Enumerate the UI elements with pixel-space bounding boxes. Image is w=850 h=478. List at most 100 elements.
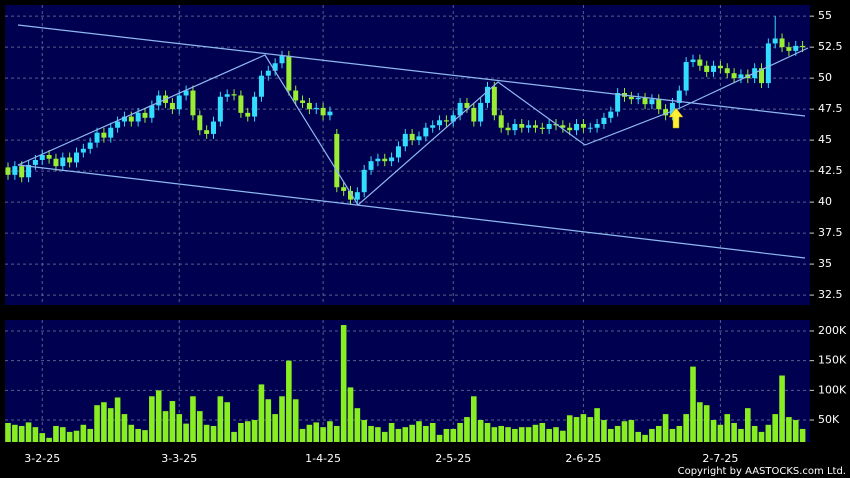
volume-bar: [313, 422, 320, 442]
credit: Copyright by AASTOCKS.com Ltd.: [678, 466, 846, 477]
candle-body: [437, 120, 443, 126]
volume-bar: [772, 414, 778, 442]
candle-body: [108, 127, 114, 138]
candle-body: [183, 90, 189, 96]
candle-body: [539, 127, 545, 129]
candle-body: [334, 133, 340, 188]
volume-bar: [676, 425, 683, 442]
candle-body: [197, 115, 203, 131]
volume-bar: [539, 423, 546, 442]
candle-body: [368, 161, 374, 170]
candle-body: [115, 121, 121, 128]
volume-bar: [107, 408, 114, 442]
volume-bar: [224, 402, 230, 442]
candle-body: [423, 127, 429, 137]
volume-bar: [53, 425, 59, 442]
volume-bar: [642, 434, 648, 442]
upper-channel-line: [17, 24, 806, 117]
candle-body: [224, 94, 230, 97]
volume-bar: [765, 424, 772, 442]
candle-body: [690, 59, 696, 63]
volume-bar: [340, 325, 347, 442]
candle-body: [238, 95, 244, 113]
volume-bar: [731, 423, 737, 442]
candle-body: [642, 97, 648, 105]
candle-body: [580, 124, 586, 128]
candle-body: [169, 102, 175, 110]
candle-body: [46, 155, 52, 159]
y-tick-label: 32.5: [818, 288, 843, 301]
volume-bar: [46, 437, 52, 442]
candle-body: [649, 99, 655, 105]
volume-bar: [436, 434, 443, 442]
candle-body: [313, 107, 319, 110]
trend-lines: [17, 24, 809, 259]
grid-layer: [5, 5, 814, 442]
mark-layer: [5, 16, 806, 442]
volume-bar: [203, 424, 210, 442]
candle-body: [772, 38, 778, 44]
candle-body: [190, 90, 196, 116]
candle-body: [300, 100, 306, 103]
volume-bar: [669, 428, 676, 442]
candle-body: [786, 47, 792, 51]
candle-body: [635, 97, 641, 100]
candle-body: [430, 125, 436, 128]
volume-bar: [409, 424, 415, 442]
label-layer: 32.5 35 37.5 40 42.5 45 47.5 50 52.5 55 50K 100K 150…: [24, 9, 847, 465]
candle-body: [669, 102, 675, 116]
candle-body: [663, 109, 669, 116]
candle-body: [252, 96, 258, 117]
y-tick-label: 42.5: [818, 164, 843, 177]
candle-body: [94, 132, 100, 143]
lower-channel-line: [17, 164, 806, 259]
y-tick-label: 40: [818, 195, 832, 208]
candle-body: [683, 62, 689, 91]
volume-bar: [66, 431, 73, 442]
volume-bar: [128, 424, 135, 442]
candle-body: [450, 115, 456, 122]
x-tick-label: 3-3-25: [161, 452, 197, 465]
candle-body: [512, 124, 518, 131]
volume-bar: [402, 427, 409, 442]
volume-bar: [683, 414, 689, 442]
volume-bar: [601, 420, 607, 442]
zigzag-line: [17, 47, 809, 206]
candle-body: [697, 59, 703, 66]
candle-body: [738, 74, 744, 79]
candle-body: [574, 124, 580, 131]
candle-body: [354, 192, 360, 200]
candle-body: [546, 124, 552, 129]
candle-body: [759, 68, 764, 84]
candle-body: [560, 125, 566, 128]
candle-body: [74, 152, 79, 163]
candle-body: [245, 112, 251, 117]
volume-bar: [142, 430, 148, 442]
candle-body: [800, 45, 806, 48]
candle-body: [676, 90, 682, 103]
volume-bar: [299, 428, 306, 442]
candle-body: [258, 75, 264, 97]
volume-bar: [114, 397, 121, 442]
volume-bar: [566, 415, 573, 442]
y-tick-label: 37.5: [818, 226, 843, 239]
candle-body: [272, 63, 278, 71]
volume-bar: [532, 424, 539, 442]
y-tick-label: 45: [818, 133, 832, 146]
volume-bar: [244, 421, 251, 442]
y-tick-label: 100K: [818, 383, 847, 396]
volume-bar: [553, 427, 559, 442]
candle-body: [361, 169, 367, 193]
volume-bar: [498, 425, 504, 442]
volume-bar: [231, 431, 237, 442]
candle-body: [128, 116, 134, 122]
volume-bar: [758, 431, 765, 442]
candle-body: [402, 133, 408, 147]
y-tick-label: 52.5: [818, 40, 843, 53]
candle-body: [149, 105, 155, 118]
candle-body: [375, 158, 381, 162]
y-tick-label: 50K: [818, 413, 840, 426]
volume-bar: [368, 425, 374, 442]
volume-bar: [587, 417, 594, 442]
